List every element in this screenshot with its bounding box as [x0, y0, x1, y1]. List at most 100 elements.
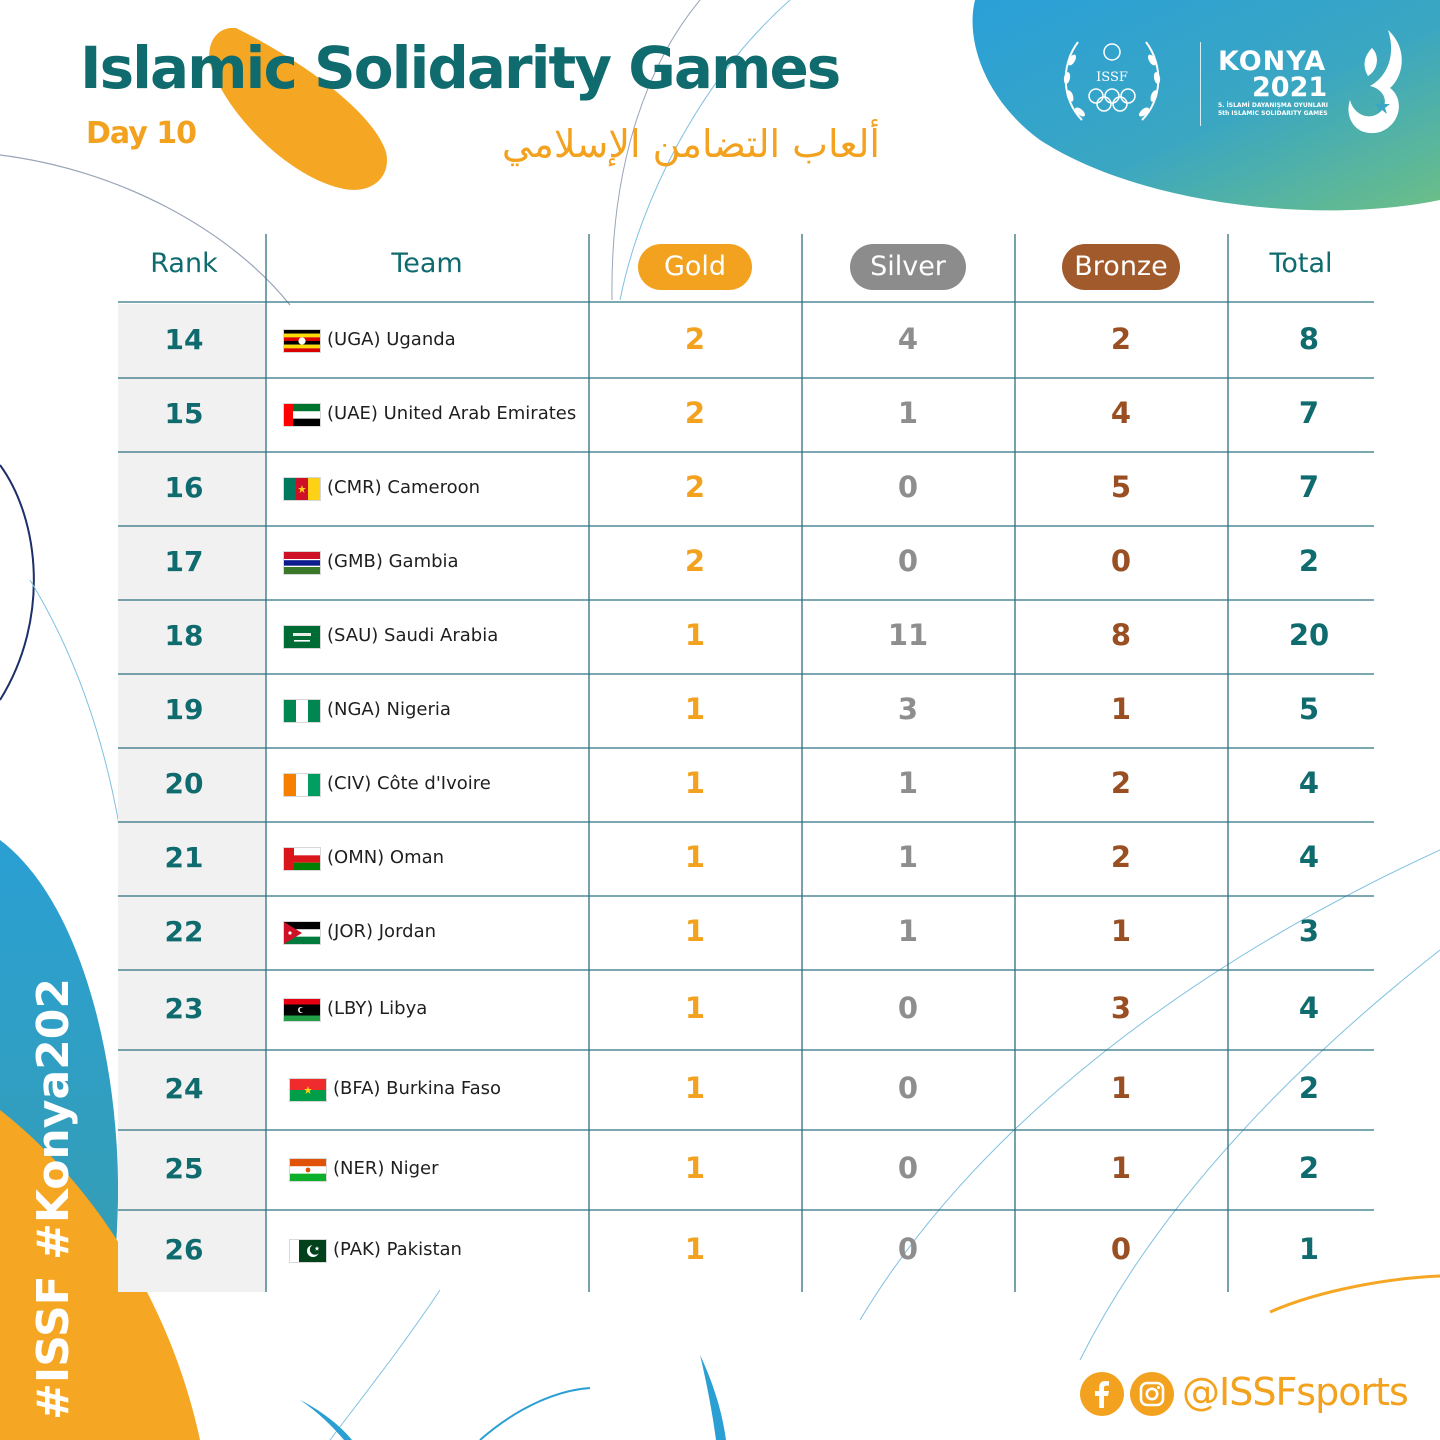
bronze-count-cell: 4 [1110, 396, 1132, 430]
rank-cell: 26 [164, 1233, 204, 1266]
gold-count-cell: 1 [684, 914, 706, 948]
flag-lby-icon [284, 999, 320, 1021]
gold-count-cell: 2 [684, 470, 706, 504]
flag-gmb-icon [284, 552, 320, 574]
instagram-icon[interactable] [1130, 1372, 1174, 1416]
gold-count-cell: 2 [684, 544, 706, 578]
silver-count-cell: 4 [897, 322, 919, 356]
rank-cell: 24 [164, 1072, 204, 1105]
total-count-cell: 20 [1288, 618, 1330, 652]
bronze-count-cell: 8 [1110, 618, 1132, 652]
team-name: (SAU) Saudi Arabia [327, 625, 499, 646]
bronze-count-cell: 0 [1110, 544, 1132, 578]
silver-count-cell: 11 [887, 618, 929, 652]
bronze-count-cell: 2 [1110, 840, 1132, 874]
arabic-title: ألعاب التضامن الإسلامي [501, 122, 880, 166]
side-hashtags-text: #ISSF #Konya2021 [28, 980, 79, 1420]
total-count-cell: 5 [1298, 692, 1320, 726]
gold-count-cell: 1 [684, 991, 706, 1025]
column-header-total: Total [1269, 248, 1333, 279]
flag-uae-icon [284, 404, 320, 426]
day-label: Day 10 [86, 116, 197, 151]
total-count-cell: 2 [1298, 544, 1320, 578]
rank-cell: 21 [164, 841, 204, 874]
rank-cell: 15 [164, 397, 204, 430]
bronze-count-cell: 1 [1110, 1151, 1132, 1185]
team-name: (UAE) United Arab Emirates [327, 403, 577, 424]
gold-count-cell: 1 [684, 1232, 706, 1266]
flag-ner-icon [290, 1159, 326, 1181]
total-count-cell: 4 [1298, 991, 1320, 1025]
rank-cell: 23 [164, 992, 204, 1025]
team-name: (CMR) Cameroon [327, 477, 481, 498]
bronze-count-cell: 3 [1110, 991, 1132, 1025]
gold-count-cell: 1 [684, 1071, 706, 1105]
team-name: (CIV) Côte d'Ivoire [327, 773, 491, 794]
rank-cell: 16 [164, 471, 204, 504]
gold-count-cell: 2 [684, 396, 706, 430]
konya-flame-logo [1348, 30, 1402, 134]
rank-cell: 19 [164, 693, 204, 726]
total-count-cell: 2 [1298, 1071, 1320, 1105]
silver-count-cell: 1 [897, 840, 919, 874]
konya-logo-text: KONYA [1218, 46, 1327, 77]
column-header-bronze: Bronze [1062, 244, 1180, 290]
facebook-icon[interactable] [1080, 1372, 1124, 1416]
bronze-count-cell: 1 [1110, 1071, 1132, 1105]
bronze-count-cell: 1 [1110, 692, 1132, 726]
rank-column-background [118, 304, 266, 1292]
rank-cell: 20 [164, 767, 204, 800]
team-name: (NER) Niger [333, 1158, 439, 1179]
total-count-cell: 1 [1298, 1232, 1320, 1266]
flag-civ-icon [284, 774, 320, 796]
team-name: (GMB) Gambia [327, 551, 459, 572]
total-count-cell: 3 [1298, 914, 1320, 948]
flag-nga-icon [284, 700, 320, 722]
instagram-glyph [1139, 1381, 1165, 1407]
issf-logo-text: ISSF [1096, 70, 1128, 85]
rank-cell: 25 [164, 1152, 204, 1185]
team-name: (NGA) Nigeria [327, 699, 451, 720]
flag-cmr-icon [284, 478, 320, 500]
konya-logo-year: 2021 [1252, 72, 1328, 103]
total-count-cell: 7 [1298, 396, 1320, 430]
bronze-count-cell: 5 [1110, 470, 1132, 504]
total-count-cell: 4 [1298, 766, 1320, 800]
bronze-count-cell: 1 [1110, 914, 1132, 948]
bronze-count-cell: 2 [1110, 322, 1132, 356]
silver-count-cell: 1 [897, 914, 919, 948]
silver-count-cell: 0 [897, 1071, 919, 1105]
total-count-cell: 4 [1298, 840, 1320, 874]
issf-laurel-logo [1063, 41, 1161, 121]
silver-count-cell: 3 [897, 692, 919, 726]
flag-omn-icon [284, 848, 320, 870]
gold-count-cell: 1 [684, 618, 706, 652]
gold-count-cell: 1 [684, 692, 706, 726]
rank-cell: 14 [164, 323, 204, 356]
column-header-silver: Silver [850, 244, 966, 290]
facebook-glyph [1095, 1381, 1109, 1408]
bronze-count-cell: 2 [1110, 766, 1132, 800]
silver-count-cell: 0 [897, 544, 919, 578]
bronze-count-cell: 0 [1110, 1232, 1132, 1266]
gold-count-cell: 1 [684, 1151, 706, 1185]
total-count-cell: 7 [1298, 470, 1320, 504]
flag-pak-icon [290, 1240, 326, 1262]
team-name: (BFA) Burkina Faso [333, 1078, 501, 1099]
logo-block: ISSF KONYA 2021 5. İSLAMİ DAYANIŞMA OYUN… [1052, 26, 1412, 138]
column-header-rank: Rank [150, 248, 218, 279]
team-name: (UGA) Uganda [327, 329, 456, 350]
silver-count-cell: 0 [897, 1232, 919, 1266]
team-name: (OMN) Oman [327, 847, 445, 868]
silver-count-cell: 1 [897, 766, 919, 800]
total-count-cell: 8 [1298, 322, 1320, 356]
social-handle[interactable]: @ISSFsports [1182, 1370, 1409, 1414]
rank-cell: 18 [164, 619, 204, 652]
total-count-cell: 2 [1298, 1151, 1320, 1185]
silver-count-cell: 1 [897, 396, 919, 430]
rank-cell: 17 [164, 545, 204, 578]
column-header-gold: Gold [638, 244, 752, 290]
team-name: (PAK) Pakistan [333, 1239, 462, 1260]
flag-uga-icon [284, 330, 320, 352]
